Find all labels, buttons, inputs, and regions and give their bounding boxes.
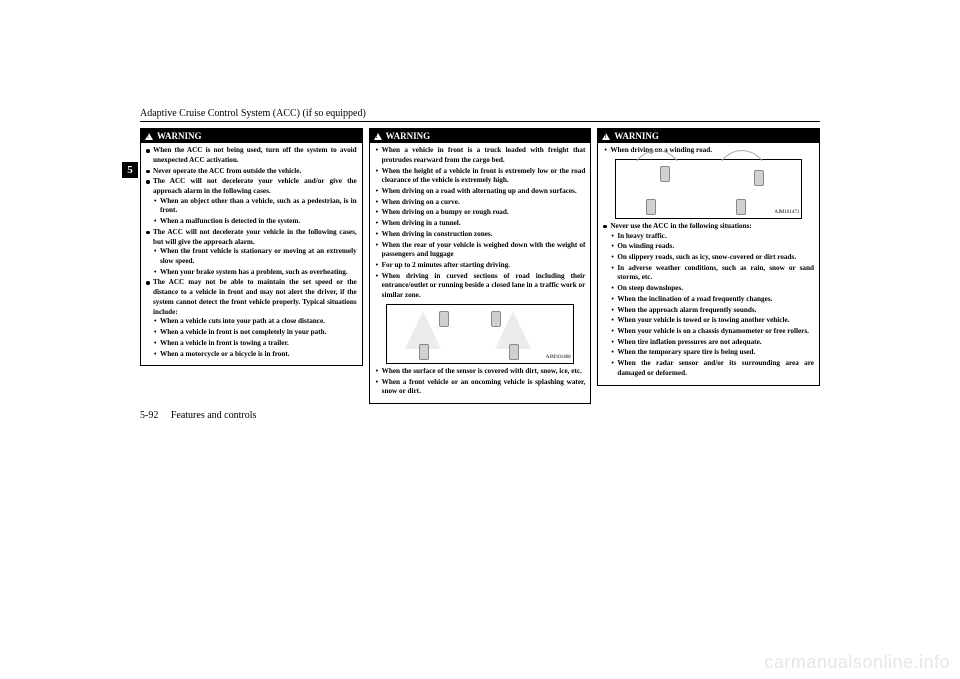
- list-item: When your brake system has a problem, su…: [153, 268, 357, 278]
- list-item: When driving on a bumpy or rough road.: [375, 208, 586, 218]
- section-tab: 5: [122, 162, 138, 178]
- warning-label: WARNING: [157, 130, 202, 142]
- bullet-text: The ACC will not decelerate your vehicle…: [153, 177, 357, 195]
- warning-box-3: WARNING When driving on a winding road. …: [597, 128, 820, 386]
- road-curve-icon: [626, 150, 688, 232]
- list-item: In adverse weather conditions, such as r…: [610, 264, 814, 283]
- warning-box-2: WARNING When a vehicle in front is a tru…: [369, 128, 592, 404]
- list-item: On steep downslopes.: [610, 284, 814, 294]
- warning-box-1: WARNING When the ACC is not being used, …: [140, 128, 363, 366]
- bullet-text: The ACC will not decelerate your vehicle…: [153, 228, 357, 246]
- diagram-label: AJM101471: [774, 210, 799, 217]
- bullet-text: The ACC may not be able to maintain the …: [153, 278, 357, 315]
- list-item: When a front vehicle or an oncoming vehi…: [375, 378, 586, 397]
- column-3: WARNING When driving on a winding road. …: [597, 128, 820, 404]
- page-number: 5-92: [140, 410, 158, 421]
- page-header-title: Adaptive Cruise Control System (ACC) (if…: [140, 100, 820, 119]
- list-item: When driving on a road with alternating …: [375, 187, 586, 197]
- list-item: When driving on a curve.: [375, 198, 586, 208]
- list-item: When the rear of your vehicle is weighed…: [375, 241, 586, 260]
- column-2: WARNING When a vehicle in front is a tru…: [369, 128, 592, 404]
- list-item: When tire inflation pressures are not ad…: [610, 338, 814, 348]
- car-icon: [660, 166, 670, 182]
- list-item: The ACC will not decelerate your vehicle…: [146, 177, 357, 227]
- sub-list: When an object other than a vehicle, suc…: [153, 197, 357, 227]
- list-item: When driving in curved sections of road …: [375, 272, 586, 301]
- list-item: When the front vehicle is stationary or …: [153, 247, 357, 266]
- list-item: When a vehicle in front is towing a trai…: [153, 339, 357, 349]
- car-icon: [754, 170, 764, 186]
- section-name: Features and controls: [171, 410, 257, 421]
- diagram-winding-road: AJM101471: [615, 159, 802, 219]
- list-item: When the height of a vehicle in front is…: [375, 167, 586, 186]
- list-item: When a vehicle cuts into your path at a …: [153, 317, 357, 327]
- list-item: Never operate the ACC from outside the v…: [146, 167, 357, 177]
- list-item: Never use the ACC in the following situa…: [603, 222, 814, 379]
- list-item: When a malfunction is detected in the sy…: [153, 217, 357, 227]
- car-icon: [646, 199, 656, 215]
- list-item: When a vehicle in front is a truck loade…: [375, 146, 586, 165]
- warning-body-1: When the ACC is not being used, turn off…: [141, 143, 362, 365]
- warning-body-2: When a vehicle in front is a truck loade…: [370, 143, 591, 403]
- list-item: When a vehicle in front is not completel…: [153, 328, 357, 338]
- page-footer: 5-92 Features and controls: [140, 410, 820, 421]
- bullet-text: Never operate the ACC from outside the v…: [153, 167, 301, 175]
- warning-label: WARNING: [614, 130, 659, 142]
- list-item: When your vehicle is on a chassis dynamo…: [610, 327, 814, 337]
- content-columns: WARNING When the ACC is not being used, …: [140, 128, 820, 404]
- sub-list: When a vehicle cuts into your path at a …: [153, 317, 357, 359]
- list-item: When the surface of the sensor is covere…: [375, 367, 586, 377]
- list-item: On winding roads.: [610, 242, 814, 252]
- col1-bullet-list: When the ACC is not being used, turn off…: [146, 146, 357, 359]
- list-item: When a motorcycle or a bicycle is in fro…: [153, 350, 357, 360]
- list-item: For up to 2 minutes after starting drivi…: [375, 261, 586, 271]
- col3-top-item: When driving on a winding road.: [603, 146, 814, 156]
- list-item: On slippery roads, such as icy, snow-cov…: [610, 253, 814, 263]
- warning-triangle-icon: [374, 133, 382, 140]
- col3-bullet-list: Never use the ACC in the following situa…: [603, 222, 814, 379]
- diagram-curve-sensor: AJM101468: [386, 304, 573, 364]
- sub-list: When the front vehicle is stationary or …: [153, 247, 357, 277]
- list-item: The ACC may not be able to maintain the …: [146, 278, 357, 359]
- list-item: When the ACC is not being used, turn off…: [146, 146, 357, 165]
- warning-header: WARNING: [141, 129, 362, 143]
- diagram-label: AJM101468: [546, 355, 571, 362]
- warning-header: WARNING: [598, 129, 819, 143]
- column-1: WARNING When the ACC is not being used, …: [140, 128, 363, 404]
- col2-sub-list-bottom: When the surface of the sensor is covere…: [375, 367, 586, 397]
- car-icon: [491, 311, 501, 327]
- list-item: When driving in construction zones.: [375, 230, 586, 240]
- car-icon: [509, 344, 519, 360]
- list-item: When the radar sensor and/or its surroun…: [610, 359, 814, 378]
- list-item: When the approach alarm frequently sound…: [610, 306, 814, 316]
- car-icon: [439, 311, 449, 327]
- warning-label: WARNING: [386, 130, 431, 142]
- manual-page: Adaptive Cruise Control System (ACC) (if…: [140, 100, 820, 580]
- list-item: When driving on a winding road.: [603, 146, 814, 156]
- col2-sub-list-top: When a vehicle in front is a truck loade…: [375, 146, 586, 301]
- list-item: When the temporary spare tire is being u…: [610, 348, 814, 358]
- list-item: When an object other than a vehicle, suc…: [153, 197, 357, 216]
- list-item: When driving in a tunnel.: [375, 219, 586, 229]
- car-icon: [419, 344, 429, 360]
- list-item: When the inclination of a road frequentl…: [610, 295, 814, 305]
- list-item: In heavy traffic.: [610, 232, 814, 242]
- list-item: When your vehicle is towed or is towing …: [610, 316, 814, 326]
- bullet-text: When the ACC is not being used, turn off…: [153, 146, 357, 164]
- warning-triangle-icon: [145, 133, 153, 140]
- watermark: carmanualsonline.info: [764, 652, 950, 673]
- warning-header: WARNING: [370, 129, 591, 143]
- header-rule: [140, 121, 820, 122]
- warning-body-3: When driving on a winding road. AJM10147…: [598, 143, 819, 385]
- car-icon: [736, 199, 746, 215]
- road-curve-icon: [711, 150, 773, 232]
- warning-triangle-icon: [602, 133, 610, 140]
- bullet-text: Never use the ACC in the following situa…: [610, 222, 751, 230]
- list-item: The ACC will not decelerate your vehicle…: [146, 228, 357, 278]
- col3-sub-list: In heavy traffic.On winding roads.On sli…: [610, 232, 814, 379]
